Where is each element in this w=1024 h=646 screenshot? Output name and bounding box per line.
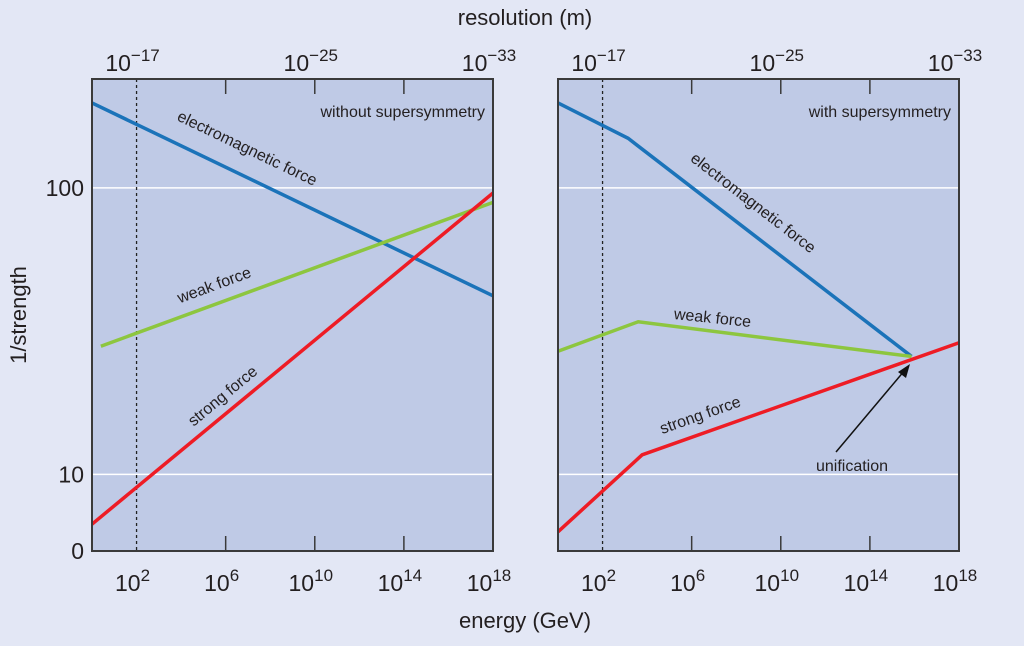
y-tick-label: 0 (71, 538, 84, 564)
tick-base: 10 (670, 570, 696, 596)
x-tick-label: 1018 (933, 566, 978, 596)
tick-exponent: 14 (403, 566, 422, 585)
plot-frame (557, 78, 960, 552)
tick-exponent: 10 (780, 566, 799, 585)
tick-base: 10 (462, 50, 488, 76)
tick-base: 10 (571, 50, 597, 76)
tick-base: 10 (581, 570, 607, 596)
unification-arrow (835, 369, 906, 453)
electromagnetic-force-line (557, 101, 913, 358)
tick-base: 10 (933, 570, 959, 596)
tick-exponent: 2 (607, 566, 616, 585)
plot-frame (91, 78, 494, 552)
tick-base: 10 (928, 50, 954, 76)
tick-exponent: −33 (487, 46, 516, 65)
top-tick-label: 10−25 (284, 46, 338, 76)
tick-exponent: 18 (958, 566, 977, 585)
top-tick-label: 10−17 (105, 46, 159, 76)
top-tick-label: 10−25 (750, 46, 804, 76)
strong-force-line (90, 191, 495, 526)
top-tick-label: 10−33 (928, 46, 982, 76)
tick-base: 10 (378, 570, 404, 596)
top-tick-label: 10−33 (462, 46, 516, 76)
tick-exponent: 6 (696, 566, 705, 585)
tick-base: 10 (105, 50, 131, 76)
strong-force-line (556, 341, 960, 534)
x-tick-label: 1010 (289, 566, 334, 596)
x-tick-label: 1018 (467, 566, 512, 596)
tick-exponent: 14 (869, 566, 888, 585)
plot-area (558, 79, 959, 551)
tick-exponent: 6 (230, 566, 239, 585)
plot-area (92, 79, 493, 551)
x-tick-label: 102 (115, 566, 150, 596)
x-tick-label: 1014 (844, 566, 889, 596)
tick-base: 10 (750, 50, 776, 76)
tick-base: 10 (289, 570, 315, 596)
top-tick-label: 10−17 (571, 46, 625, 76)
x-tick-label: 106 (670, 566, 705, 596)
x-axis-title: energy (GeV) (459, 608, 591, 633)
x-tick-label: 1010 (755, 566, 800, 596)
panel-annotation: with supersymmetry (808, 104, 951, 121)
y-tick-label: 10 (58, 461, 84, 487)
y-tick-label: 100 (46, 175, 84, 201)
tick-base: 10 (204, 570, 230, 596)
tick-exponent: −17 (131, 46, 160, 65)
weak-force-line (100, 200, 494, 348)
tick-exponent: 18 (492, 566, 511, 585)
top-axis-title: resolution (m) (458, 5, 592, 30)
tick-base: 10 (284, 50, 310, 76)
y-axis-title: 1/strength (6, 266, 31, 364)
tick-exponent: 2 (141, 566, 150, 585)
tick-base: 10 (467, 570, 493, 596)
arrowhead-icon (898, 364, 910, 378)
tick-exponent: −25 (775, 46, 804, 65)
tick-exponent: −17 (597, 46, 626, 65)
x-tick-label: 1014 (378, 566, 423, 596)
panel-annotation: without supersymmetry (320, 104, 486, 121)
tick-exponent: 10 (314, 566, 333, 585)
x-tick-label: 106 (204, 566, 239, 596)
unification-label: unification (816, 458, 888, 475)
tick-base: 10 (755, 570, 781, 596)
weak-force-line (557, 319, 912, 359)
tick-base: 10 (115, 570, 141, 596)
tick-exponent: −33 (953, 46, 982, 65)
tick-exponent: −25 (309, 46, 338, 65)
tick-base: 10 (844, 570, 870, 596)
electromagnetic-force-line (91, 101, 494, 298)
x-tick-label: 102 (581, 566, 616, 596)
